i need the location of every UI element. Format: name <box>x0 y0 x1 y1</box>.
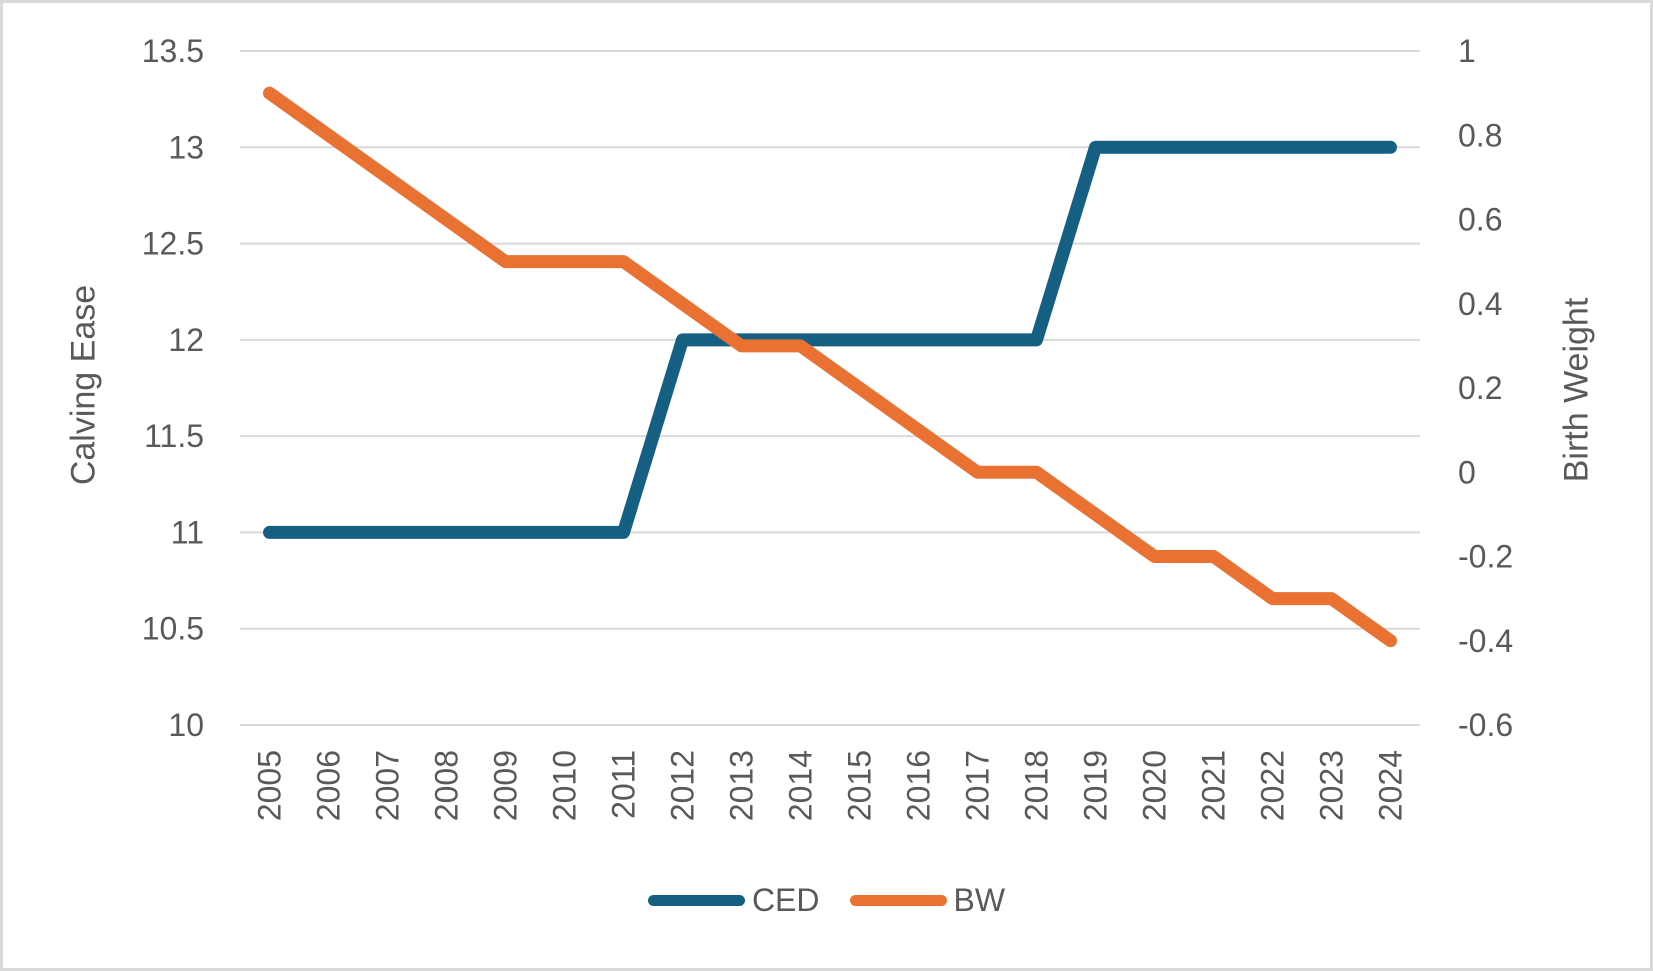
x-tick-label: 2014 <box>783 750 819 821</box>
x-tick-label: 2013 <box>724 750 760 821</box>
legend-item-bw: BW <box>849 882 1006 918</box>
ced-line-series <box>263 140 1397 539</box>
bw-line-series <box>263 86 1397 648</box>
y-left-tick-label: 13 <box>168 129 204 165</box>
y-left-tick-label: 11 <box>171 514 204 550</box>
x-tick-label: 2005 <box>252 750 288 821</box>
y-right-tick-label: 0.6 <box>1458 202 1502 238</box>
x-tick-label: 2012 <box>665 750 701 821</box>
y-right-tick-label: -0.6 <box>1458 707 1513 743</box>
x-tick-label: 2024 <box>1373 750 1409 821</box>
x-tick-label: 2018 <box>1019 750 1055 821</box>
y-left-tick-label: 12.5 <box>142 226 204 262</box>
ced-legend-swatch <box>647 894 745 906</box>
bw-legend-label: BW <box>953 882 1006 918</box>
x-tick-label: 2022 <box>1255 750 1291 821</box>
y-right-tick-label: 0 <box>1458 454 1476 490</box>
y-right-tick-label: 0.8 <box>1458 117 1502 153</box>
x-tick-label: 2007 <box>370 750 406 821</box>
y-left-tick-label: 10 <box>168 707 204 743</box>
y-right-tick-label: 0.4 <box>1458 286 1502 322</box>
x-tick-label: 2023 <box>1314 750 1350 821</box>
x-tick-label: 2008 <box>429 750 465 821</box>
x-tick-label: 2020 <box>1137 750 1173 821</box>
x-tick-label: 2021 <box>1196 750 1232 821</box>
x-tick-label: 2015 <box>842 750 878 821</box>
y-right-tick-label: 0.2 <box>1458 370 1502 406</box>
right-axis-title: Birth Weight <box>1557 297 1596 483</box>
x-tick-label: 2010 <box>547 750 583 821</box>
bw-legend-swatch <box>849 894 947 906</box>
ced-legend-label: CED <box>751 882 820 918</box>
x-tick-label: 2009 <box>488 750 524 821</box>
y-right-tick-label: -0.4 <box>1458 623 1513 659</box>
x-tick-label: 2016 <box>901 750 937 821</box>
y-left-tick-label: 11.5 <box>144 418 204 454</box>
x-tick-label: 2011 <box>606 750 642 819</box>
x-tick-label: 2019 <box>1078 750 1114 821</box>
x-tick-label: 2006 <box>311 750 347 821</box>
y-left-tick-label: 13.5 <box>142 33 204 69</box>
y-left-tick-label: 12 <box>168 322 204 358</box>
legend-item-ced: CED <box>647 882 820 918</box>
legend: CED BW <box>0 884 1653 916</box>
x-tick-label: 2017 <box>960 750 996 821</box>
y-left-tick-label: 10.5 <box>142 611 204 647</box>
y-right-tick-label: 1 <box>1458 33 1476 69</box>
left-axis-title: Calving Ease <box>64 284 103 486</box>
y-right-tick-label: -0.2 <box>1458 539 1513 575</box>
